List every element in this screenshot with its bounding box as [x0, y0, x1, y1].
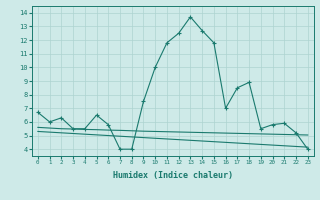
- X-axis label: Humidex (Indice chaleur): Humidex (Indice chaleur): [113, 171, 233, 180]
